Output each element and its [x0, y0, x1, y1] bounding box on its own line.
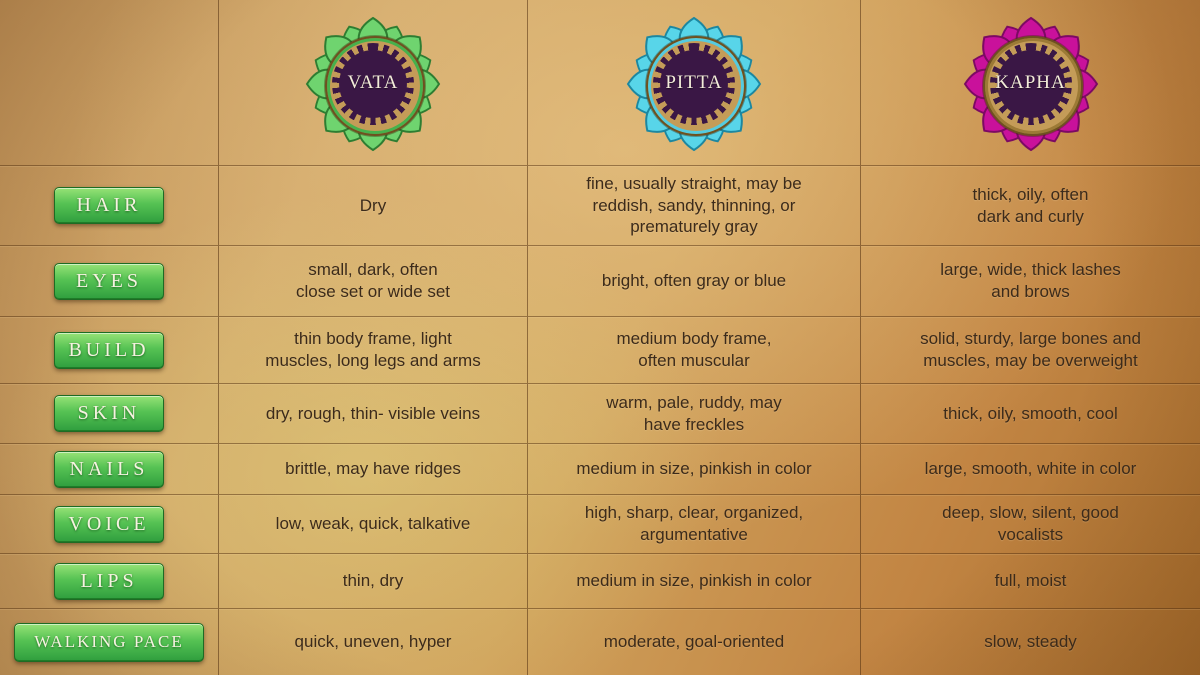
label-cell-walking-pace: WALKING PACE: [0, 608, 218, 675]
cell-value: low, weak, quick, talkative: [275, 514, 471, 534]
cell-value: moderate, goal-oriented: [603, 632, 785, 652]
column-header-kapha: KAPHA: [995, 71, 1066, 93]
cell-walking-pace-vata: quick, uneven, hyper: [218, 608, 527, 675]
cell-lips-kapha: full, moist: [860, 553, 1200, 608]
label-cell-lips: LIPS: [0, 553, 218, 608]
eyes-button[interactable]: EYES: [54, 262, 164, 300]
cell-build-pitta: medium body frame, often muscular: [527, 316, 860, 383]
cell-value: quick, uneven, hyper: [294, 632, 452, 652]
voice-button[interactable]: VOICE: [54, 505, 164, 543]
cell-value: thin, dry: [342, 571, 404, 591]
cell-value: medium in size, pinkish in color: [576, 571, 812, 591]
label-cell-eyes: EYES: [0, 245, 218, 316]
cell-eyes-vata: small, dark, often close set or wide set: [218, 245, 527, 316]
header-cell-kapha: KAPHA: [860, 0, 1200, 165]
cell-skin-pitta: warm, pale, ruddy, may have freckles: [527, 383, 860, 443]
cell-nails-vata: brittle, may have ridges: [218, 443, 527, 494]
cell-value: deep, slow, silent, good vocalists: [942, 503, 1119, 544]
label-cell-nails: NAILS: [0, 443, 218, 494]
cell-build-vata: thin body frame, light muscles, long leg…: [218, 316, 527, 383]
cell-value: bright, often gray or blue: [601, 271, 787, 291]
vata-lotus-badge: VATA: [298, 9, 448, 159]
kapha-lotus-badge: KAPHA: [956, 9, 1106, 159]
corner-cell: [0, 0, 218, 165]
cell-voice-kapha: deep, slow, silent, good vocalists: [860, 494, 1200, 553]
cell-nails-pitta: medium in size, pinkish in color: [527, 443, 860, 494]
cell-value: thin body frame, light muscles, long leg…: [265, 329, 481, 370]
cell-voice-vata: low, weak, quick, talkative: [218, 494, 527, 553]
nails-button[interactable]: NAILS: [54, 450, 164, 488]
cell-hair-vata: Dry: [218, 165, 527, 245]
cell-value: thick, oily, smooth, cool: [943, 403, 1118, 423]
cell-value: solid, sturdy, large bones and muscles, …: [920, 329, 1141, 370]
pitta-lotus-badge: PITTA: [619, 9, 769, 159]
skin-button[interactable]: SKIN: [54, 395, 164, 432]
cell-value: thick, oily, often dark and curly: [972, 184, 1089, 226]
cell-voice-pitta: high, sharp, clear, organized, argumenta…: [527, 494, 860, 553]
label-cell-hair: HAIR: [0, 165, 218, 245]
cell-lips-vata: thin, dry: [218, 553, 527, 608]
cell-value: slow, steady: [984, 632, 1077, 652]
cell-value: medium in size, pinkish in color: [576, 459, 812, 479]
hair-button[interactable]: HAIR: [54, 187, 164, 224]
cell-value: brittle, may have ridges: [285, 459, 461, 479]
cell-lips-pitta: medium in size, pinkish in color: [527, 553, 860, 608]
label-cell-skin: SKIN: [0, 383, 218, 443]
build-button[interactable]: BUILD: [54, 331, 164, 369]
column-header-pitta: PITTA: [665, 71, 723, 93]
label-cell-voice: VOICE: [0, 494, 218, 553]
cell-value: warm, pale, ruddy, may have freckles: [606, 392, 782, 434]
cell-value: full, moist: [994, 571, 1067, 591]
cell-value: large, wide, thick lashes and brows: [940, 260, 1121, 301]
cell-value: Dry: [359, 195, 387, 215]
cell-skin-vata: dry, rough, thin- visible veins: [218, 383, 527, 443]
cell-skin-kapha: thick, oily, smooth, cool: [860, 383, 1200, 443]
cell-value: medium body frame, often muscular: [616, 329, 772, 370]
cell-value: small, dark, often close set or wide set: [295, 260, 450, 301]
cell-eyes-kapha: large, wide, thick lashes and brows: [860, 245, 1200, 316]
lotus-sunburst: [332, 42, 414, 125]
cell-nails-kapha: large, smooth, white in color: [860, 443, 1200, 494]
header-cell-vata: VATA: [218, 0, 527, 165]
label-cell-build: BUILD: [0, 316, 218, 383]
walking-pace-button[interactable]: WALKING PACE: [14, 622, 204, 662]
column-header-vata: VATA: [347, 71, 399, 93]
lotus-sunburst: [989, 42, 1072, 125]
header-cell-pitta: PITTA: [527, 0, 860, 165]
cell-hair-pitta: fine, usually straight, may be reddish, …: [527, 165, 860, 245]
cell-value: high, sharp, clear, organized, argumenta…: [584, 503, 804, 544]
cell-value: dry, rough, thin- visible veins: [265, 403, 481, 423]
cell-eyes-pitta: bright, often gray or blue: [527, 245, 860, 316]
cell-value: large, smooth, white in color: [924, 459, 1137, 479]
cell-walking-pace-kapha: slow, steady: [860, 608, 1200, 675]
lips-button[interactable]: LIPS: [54, 562, 164, 600]
cell-walking-pace-pitta: moderate, goal-oriented: [527, 608, 860, 675]
lotus-sunburst: [653, 42, 735, 125]
cell-hair-kapha: thick, oily, often dark and curly: [860, 165, 1200, 245]
cell-value: fine, usually straight, may be reddish, …: [586, 173, 802, 237]
cell-build-kapha: solid, sturdy, large bones and muscles, …: [860, 316, 1200, 383]
